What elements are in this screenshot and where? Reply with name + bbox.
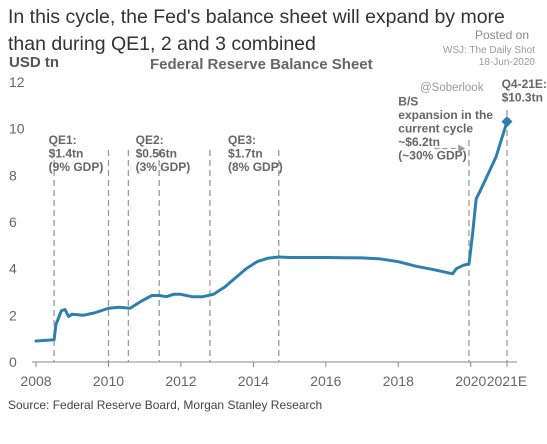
vertical-reference-lines bbox=[53, 110, 508, 362]
annotation-line: QE2: bbox=[136, 133, 164, 147]
x-tick-label: 2014 bbox=[238, 373, 269, 389]
source-credit: WSJ: The Daily Shot bbox=[442, 45, 535, 56]
annotation-line: (8% GDP) bbox=[228, 160, 283, 174]
annotation-line: $0.56tn bbox=[136, 146, 177, 160]
annotation-1: QE2:$0.56tn(3% GDP) bbox=[136, 133, 191, 174]
annotation-4: Q4-21E:$10.3tn bbox=[502, 77, 547, 105]
axes: 0 2 4 6 8 10 12 2008 2010 2012 2014 2016 2018 2020 202… bbox=[9, 74, 527, 389]
source-note: Source: Federal Reserve Board, Morgan St… bbox=[8, 398, 323, 412]
annotation-line: $1.4tn bbox=[49, 146, 84, 160]
x-tick-label: 2010 bbox=[93, 373, 124, 389]
annotation-line: expansion in the bbox=[398, 108, 493, 122]
headline: In this cycle, the Fed's balance sheet w… bbox=[8, 6, 505, 55]
posted-on-label: Posted on bbox=[474, 28, 529, 42]
chart-title: Federal Reserve Balance Sheet bbox=[150, 56, 373, 73]
x-tick-label: 2018 bbox=[383, 373, 414, 389]
annotation-2: QE3:$1.7tn(8% GDP) bbox=[228, 133, 283, 174]
end-point-marker bbox=[501, 116, 513, 128]
annotation-line: $10.3tn bbox=[502, 90, 543, 104]
annotation-line: QE1: bbox=[49, 133, 77, 147]
balance-sheet-series-line bbox=[34, 120, 509, 343]
y-tick-label: 6 bbox=[9, 214, 17, 230]
annotation-line: QE3: bbox=[228, 133, 256, 147]
y-tick-label: 10 bbox=[9, 121, 25, 137]
y-tick-label: 8 bbox=[9, 167, 17, 183]
posted-date: 18-Jun-2020 bbox=[478, 57, 535, 68]
x-tick-label: 2012 bbox=[165, 373, 196, 389]
y-tick-label: 4 bbox=[9, 261, 17, 277]
annotation-line: (3% GDP) bbox=[136, 160, 191, 174]
annotation-line: B/S bbox=[398, 94, 418, 108]
annotation-line: current cycle bbox=[398, 121, 473, 135]
x-tick-label: 2020 bbox=[455, 373, 486, 389]
y-tick-label: 2 bbox=[9, 307, 17, 323]
annotations: QE1:$1.4tn(9% GDP) QE2:$0.56tn(3% GDP) QE3… bbox=[49, 77, 547, 174]
x-tick-label: 2021E bbox=[487, 373, 527, 389]
y-tick-label: 12 bbox=[9, 74, 25, 90]
y-tick-label: 0 bbox=[9, 354, 17, 370]
y-axis-unit-label: USD tn bbox=[9, 54, 59, 71]
x-tick-label: 2016 bbox=[310, 373, 341, 389]
annotation-line: (9% GDP) bbox=[49, 160, 104, 174]
author-handle: @Soberlook bbox=[420, 82, 484, 94]
annotation-line: ~$6.2tn bbox=[398, 135, 440, 149]
x-tick-label: 2008 bbox=[20, 373, 51, 389]
annotation-line: Q4-21E: bbox=[502, 77, 547, 91]
series-layer bbox=[34, 116, 513, 343]
annotation-arrow-head bbox=[458, 144, 466, 153]
annotation-line: (~30% GDP) bbox=[398, 148, 466, 162]
annotation-line: $1.7tn bbox=[228, 146, 263, 160]
annotation-0: QE1:$1.4tn(9% GDP) bbox=[49, 133, 104, 174]
